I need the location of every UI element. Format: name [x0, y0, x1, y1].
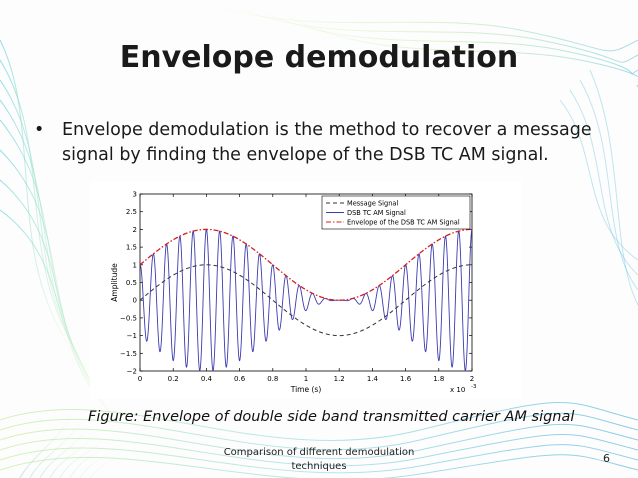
- y-tick-label: 1: [133, 261, 137, 269]
- legend-dsb-tc-am-signal-label: DSB TC AM Signal: [347, 209, 406, 217]
- x-tick-label: 1.8: [433, 375, 444, 383]
- page-number: 6: [603, 452, 610, 465]
- y-tick-label: 0: [133, 297, 137, 305]
- x-tick-label: 2: [470, 375, 474, 383]
- series-message-signal: [139, 264, 473, 337]
- series-envelope: [139, 228, 473, 301]
- x-exponent-label: x 10: [450, 386, 465, 394]
- legend-message-signal-label: Message Signal: [347, 200, 398, 208]
- footer-text: Comparison of different demodulation tec…: [223, 447, 415, 472]
- series-dsb-tc-am-signal: [139, 228, 473, 372]
- y-tick-label: 3: [133, 191, 137, 199]
- x-exponent-power: -3: [471, 384, 477, 390]
- y-tick-label: 0.5: [126, 279, 137, 287]
- x-tick-label: 0.8: [267, 375, 278, 383]
- figure-caption: Figure: Envelope of double side band tra…: [88, 409, 575, 425]
- bullet-point: • Envelope demodulation is the method to…: [34, 118, 606, 168]
- y-tick-label: 2: [133, 226, 137, 234]
- x-tick-label: 0: [138, 375, 142, 383]
- x-tick-label: 0.2: [168, 375, 179, 383]
- y-tick-label: −2: [127, 368, 137, 376]
- bullet-icon: •: [34, 120, 45, 140]
- legend-box: [321, 195, 471, 230]
- x-axis-label: Time (s): [290, 385, 322, 394]
- x-tick-label: 1.2: [334, 375, 345, 383]
- slide-title: Envelope demodulation: [119, 40, 519, 75]
- x-tick-label: 1.6: [400, 375, 412, 383]
- y-axis-label: Amplitude: [110, 263, 119, 302]
- y-tick-label: 2.5: [126, 208, 137, 216]
- y-tick-label: −1: [127, 332, 137, 340]
- am-signal-chart: 0 0.2 0.4 0.6 0.8 1 1.2 1.4 1.6 1.8 2 −2 −1.5 −1 −0.5 0…: [110, 191, 477, 395]
- x-tick-label: 0.4: [201, 375, 213, 383]
- x-tick-label: 1.4: [367, 375, 379, 383]
- bullet-text: Envelope demodulation is the method to r…: [62, 120, 592, 165]
- legend-envelope-label: Envelope of the DSB TC AM Signal: [347, 219, 460, 227]
- y-tick-label: −1.5: [120, 350, 137, 358]
- figure-panel: 0 0.2 0.4 0.6 0.8 1 1.2 1.4 1.6 1.8 2 −2 −1.5 −1 −0.5 0…: [90, 181, 522, 399]
- y-tick-label: −0.5: [120, 314, 137, 322]
- x-tick-label: 1: [304, 375, 308, 383]
- x-tick-label: 0.6: [234, 375, 246, 383]
- y-tick-label: 1.5: [126, 244, 137, 252]
